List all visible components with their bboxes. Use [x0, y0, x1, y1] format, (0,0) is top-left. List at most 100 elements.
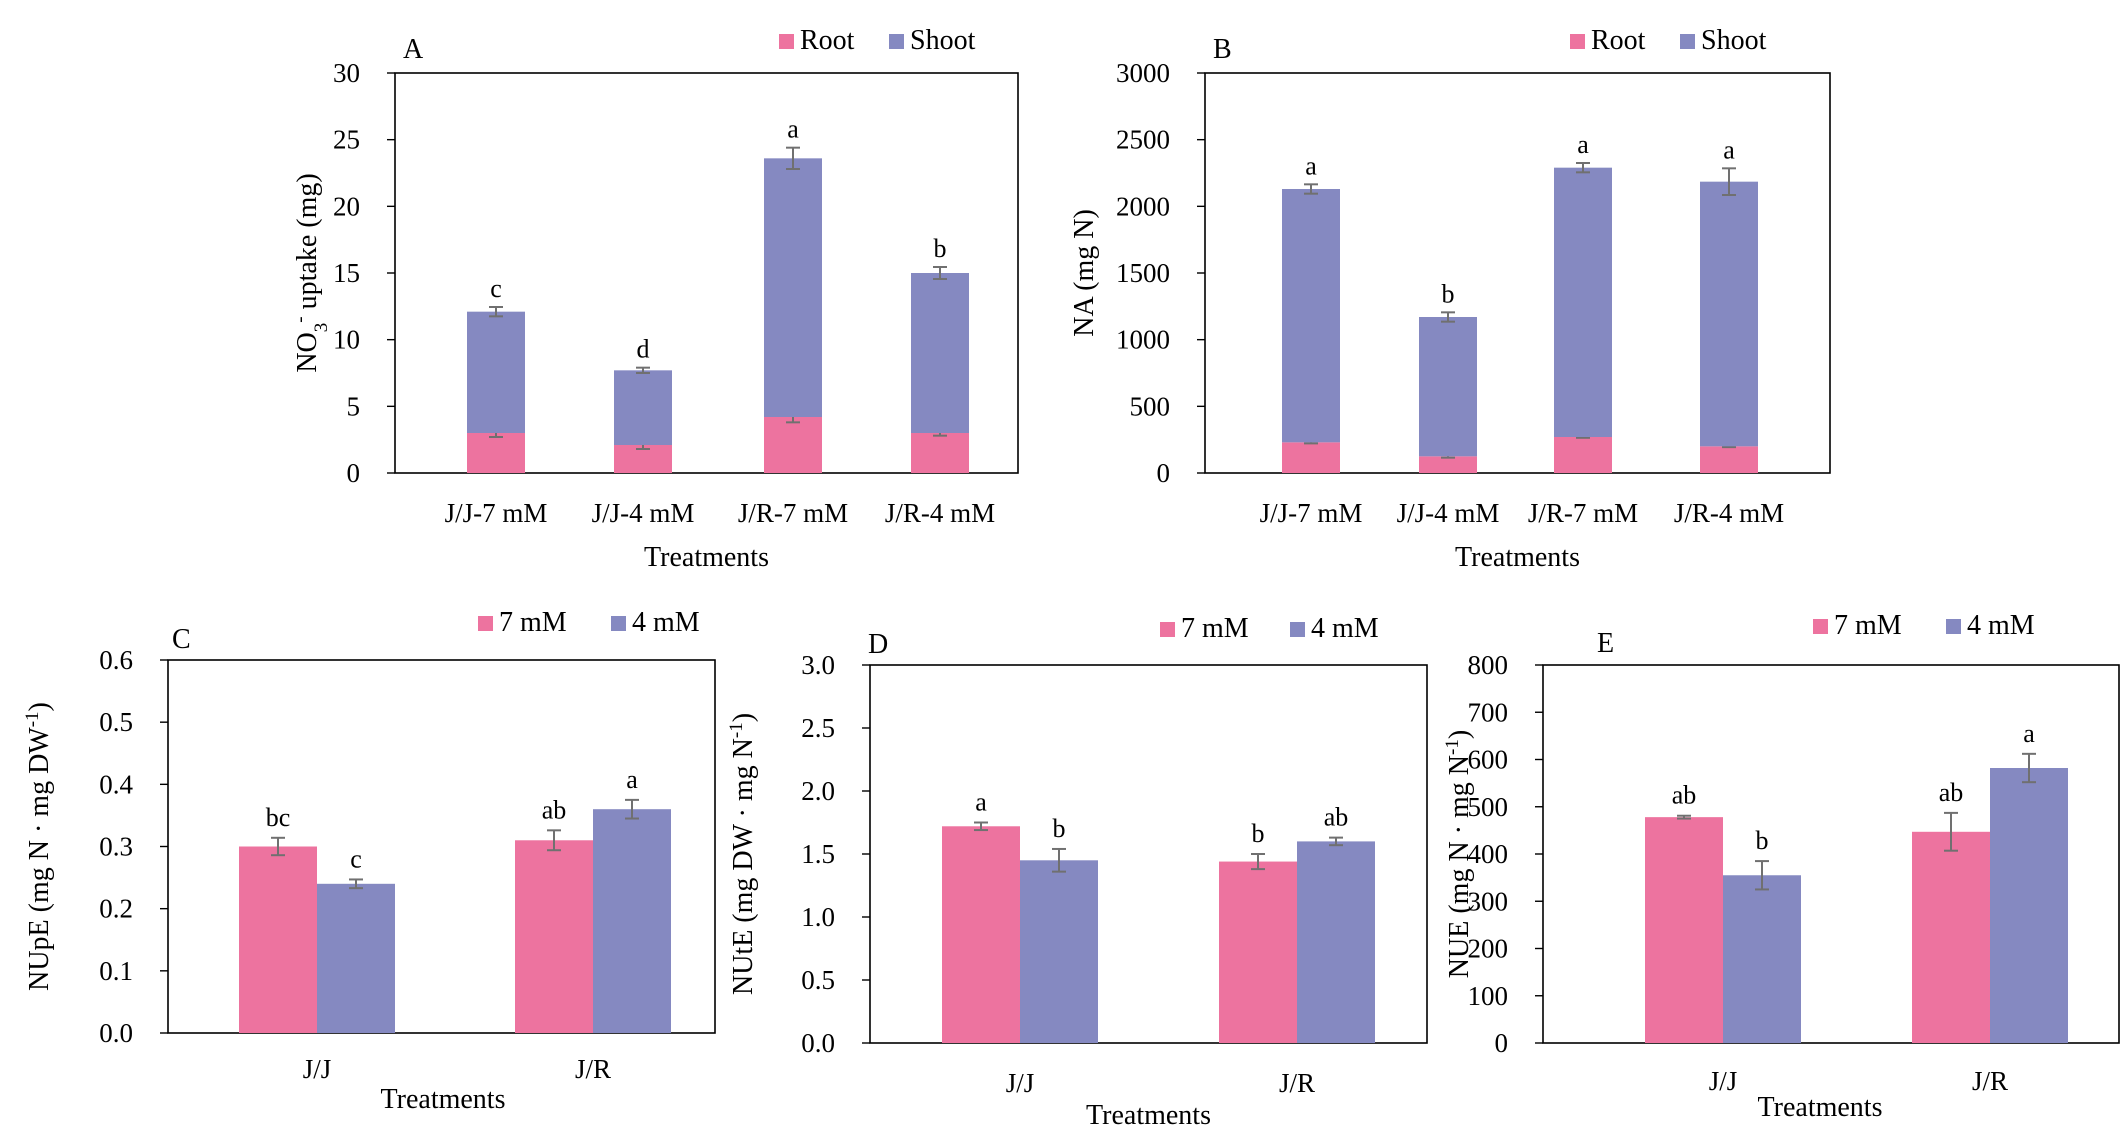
y-tick-label: 0.1	[99, 956, 133, 986]
bar-root	[911, 433, 969, 473]
y-tick-label: 0	[347, 458, 361, 488]
significance-label: b	[1442, 279, 1455, 308]
legend-label: 7 mM	[499, 607, 567, 638]
y-tick-label: 2.5	[801, 713, 835, 743]
y-tick-label: 800	[1468, 650, 1509, 680]
legend-swatch	[1813, 619, 1828, 634]
y-axis-title: NA (mg N)	[1069, 209, 1100, 337]
y-tick-label: 0.4	[99, 769, 133, 799]
bar-7-mm	[1219, 861, 1297, 1043]
bar-shoot	[911, 273, 969, 433]
bar-shoot	[467, 311, 525, 433]
panel-label: E	[1597, 628, 1614, 659]
x-axis-title: Treatments	[1758, 1092, 1883, 1123]
y-axis-title: NO3- uptake (mg)	[290, 173, 332, 372]
x-category-label: J/J-7 mM	[445, 498, 548, 528]
bar-root	[1282, 442, 1340, 473]
significance-label: ab	[542, 795, 567, 824]
y-tick-label: 20	[333, 191, 360, 221]
legend-label: 7 mM	[1181, 613, 1249, 644]
significance-label: c	[350, 844, 362, 873]
bar-7-mm	[942, 826, 1020, 1043]
bar-4-mm	[317, 883, 395, 1033]
bar-7-mm	[239, 846, 317, 1033]
chart-panel-e: 0 100 200 300 400 500 600 700 800 J/J J/R Treatment…	[1442, 610, 2120, 1123]
significance-label: ab	[1324, 803, 1349, 832]
legend-swatch	[1160, 622, 1175, 637]
x-category-label: J/J-4 mM	[1397, 498, 1500, 528]
y-tick-label: 30	[333, 58, 360, 88]
bar-root	[1554, 437, 1612, 473]
bar-root	[1419, 456, 1477, 473]
y-tick-label: 400	[1468, 839, 1509, 869]
legend-label: Shoot	[910, 25, 976, 56]
bar-7-mm	[515, 840, 593, 1033]
x-axis-title: Treatments	[644, 542, 769, 573]
panel-label: D	[868, 629, 888, 660]
x-axis-title: Treatments	[1455, 542, 1580, 573]
significance-label: a	[787, 115, 799, 144]
legend-label: Root	[1591, 25, 1646, 56]
bar-shoot	[614, 370, 672, 445]
bar-4-mm	[593, 809, 671, 1033]
y-tick-label: 1000	[1116, 325, 1170, 355]
y-tick-label: 0.6	[99, 645, 133, 675]
significance-label: b	[1756, 826, 1769, 855]
significance-label: a	[626, 765, 638, 794]
x-axis-title: Treatments	[1086, 1100, 1211, 1131]
x-category-label: J/R	[1279, 1068, 1315, 1098]
bar-shoot	[1419, 317, 1477, 457]
chart-panel-d: 0.0 0.5 1.0 1.5 2.0 2.5 3.0 J/J J/R Treatments NUt…	[726, 613, 1428, 1131]
panel-label: C	[172, 624, 191, 655]
y-tick-label: 1.5	[801, 839, 835, 869]
y-tick-label: 0.0	[99, 1018, 133, 1048]
x-category-label: J/R-4 mM	[1674, 498, 1784, 528]
y-tick-label: 10	[333, 325, 360, 355]
legend-swatch	[889, 34, 904, 49]
bar-shoot	[1554, 167, 1612, 437]
y-tick-label: 600	[1468, 745, 1509, 775]
chart-panel-a: 0 5 10 15 20 25 30 J/J-7 mM J/J-4 mM J/R-7 mM J/R-…	[290, 25, 1019, 573]
y-tick-label: 3000	[1116, 58, 1170, 88]
x-category-label: J/J	[1709, 1066, 1738, 1096]
legend-swatch	[1946, 619, 1961, 634]
y-tick-label: 0	[1495, 1028, 1509, 1058]
legend-label: 4 mM	[632, 607, 700, 638]
legend-swatch	[1570, 34, 1585, 49]
y-tick-label: 0.3	[99, 832, 133, 862]
y-axis-title: NUtE (mg DW · mg N-1)	[726, 713, 760, 995]
y-tick-label: 200	[1468, 934, 1509, 964]
x-category-label: J/J-4 mM	[592, 498, 695, 528]
y-tick-label: 500	[1468, 792, 1509, 822]
y-tick-label: 0	[1157, 458, 1171, 488]
legend-swatch	[1680, 34, 1695, 49]
legend-label: Shoot	[1701, 25, 1767, 56]
y-tick-label: 300	[1468, 886, 1509, 916]
bar-root	[764, 417, 822, 473]
legend-swatch	[478, 616, 493, 631]
y-tick-label: 2.0	[801, 776, 835, 806]
x-category-label: J/J	[1006, 1068, 1035, 1098]
chart-panel-b: 0 500 1000 1500 2000 2500 3000 J/J-7 mM J/J-4 mM…	[1069, 25, 1831, 573]
legend-swatch	[1290, 622, 1305, 637]
significance-label: bc	[266, 803, 291, 832]
x-category-label: J/R-7 mM	[738, 498, 848, 528]
bar-root	[1700, 446, 1758, 473]
significance-label: a	[1723, 135, 1735, 164]
bar-7-mm	[1645, 817, 1723, 1043]
y-tick-label: 0.0	[801, 1028, 835, 1058]
x-category-label: J/R-4 mM	[885, 498, 995, 528]
y-tick-label: 500	[1130, 391, 1171, 421]
bar-shoot	[1282, 189, 1340, 443]
y-tick-label: 3.0	[801, 650, 835, 680]
panel-label: A	[403, 34, 424, 65]
significance-label: a	[975, 788, 987, 817]
bar-7-mm	[1912, 831, 1990, 1043]
bar-shoot	[1700, 181, 1758, 447]
y-axis-title: NUpE (mg N · mg DW-1)	[22, 702, 56, 991]
x-category-label: J/R	[1972, 1066, 2008, 1096]
significance-label: a	[2023, 719, 2035, 748]
significance-label: ab	[1939, 778, 1964, 807]
legend-swatch	[611, 616, 626, 631]
